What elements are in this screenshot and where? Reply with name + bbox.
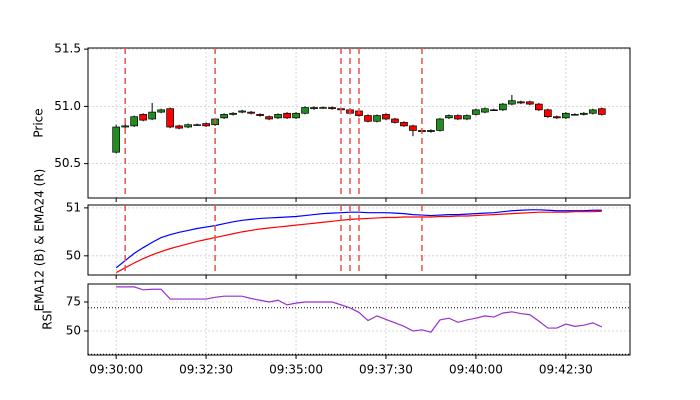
candle-body — [508, 100, 516, 105]
y-tick-label: 51 — [66, 200, 81, 214]
candle-body — [139, 114, 148, 121]
candle-body — [247, 111, 255, 114]
axes-frame — [87, 283, 631, 356]
candle-body — [220, 114, 228, 119]
candle-body — [175, 125, 183, 129]
candle-body — [292, 112, 300, 119]
series-line — [116, 286, 603, 333]
candle-body — [400, 122, 408, 127]
x-tick-label: 09:40:00 — [449, 363, 503, 377]
candle-body — [364, 115, 372, 122]
candle-body — [445, 115, 453, 119]
candle-body — [265, 116, 273, 120]
candle-body — [561, 112, 570, 119]
y-axis-label: RSI — [41, 310, 55, 330]
candle-body — [301, 107, 309, 114]
x-tick-label: 09:32:30 — [179, 363, 233, 377]
candle-body — [157, 109, 165, 113]
candle-body — [373, 115, 381, 122]
candle-body — [499, 103, 507, 111]
candle-body — [202, 123, 210, 127]
candle-body — [517, 101, 525, 104]
candle-body — [597, 108, 606, 115]
y-tick-label: 50 — [66, 323, 81, 337]
series-line — [115, 209, 602, 269]
candle-body — [436, 118, 444, 131]
y-tick-label: 50 — [66, 248, 81, 262]
candle-body — [130, 116, 139, 127]
candle-body — [319, 107, 327, 109]
x-tick-label: 09:30:00 — [89, 363, 143, 377]
candle-body — [310, 107, 318, 110]
candle-body — [184, 124, 192, 128]
candle-body — [490, 109, 498, 111]
candle-body — [570, 114, 579, 116]
candle-body — [544, 109, 552, 118]
candle-body — [148, 111, 157, 120]
candle-body — [283, 112, 291, 119]
candle-body — [535, 103, 543, 111]
candle-body — [588, 109, 597, 114]
candle-body — [193, 124, 201, 126]
candle-body — [112, 126, 121, 153]
y-tick-label: 75 — [66, 294, 81, 308]
candle-body — [274, 114, 282, 119]
candle-body — [166, 108, 174, 128]
candle-body — [481, 108, 489, 113]
y-tick-label: 51.0 — [54, 99, 81, 113]
candle-body — [463, 115, 471, 120]
candle-body — [328, 107, 336, 110]
y-axis-label: Price — [32, 108, 46, 137]
candle-body — [553, 116, 561, 119]
y-tick-label: 50.5 — [54, 156, 81, 170]
x-tick-label: 09:37:30 — [359, 363, 413, 377]
candle-body — [391, 118, 399, 123]
candle-body — [472, 109, 480, 115]
candle-body — [526, 101, 534, 105]
candle-body — [579, 112, 588, 115]
candle-body — [454, 115, 462, 120]
candle-body — [409, 125, 417, 131]
candle-body — [229, 112, 237, 115]
candle-body — [121, 125, 130, 128]
candle-body — [256, 114, 264, 116]
x-tick-label: 09:42:30 — [539, 363, 593, 377]
x-tick-label: 09:35:00 — [269, 363, 323, 377]
y-tick-label: 51.5 — [54, 42, 81, 56]
candle-body — [382, 114, 390, 120]
candle-body — [427, 130, 435, 132]
candle-body — [238, 110, 246, 113]
y-axis-label: EMA12 (B) & EMA24 (R) — [33, 169, 47, 312]
